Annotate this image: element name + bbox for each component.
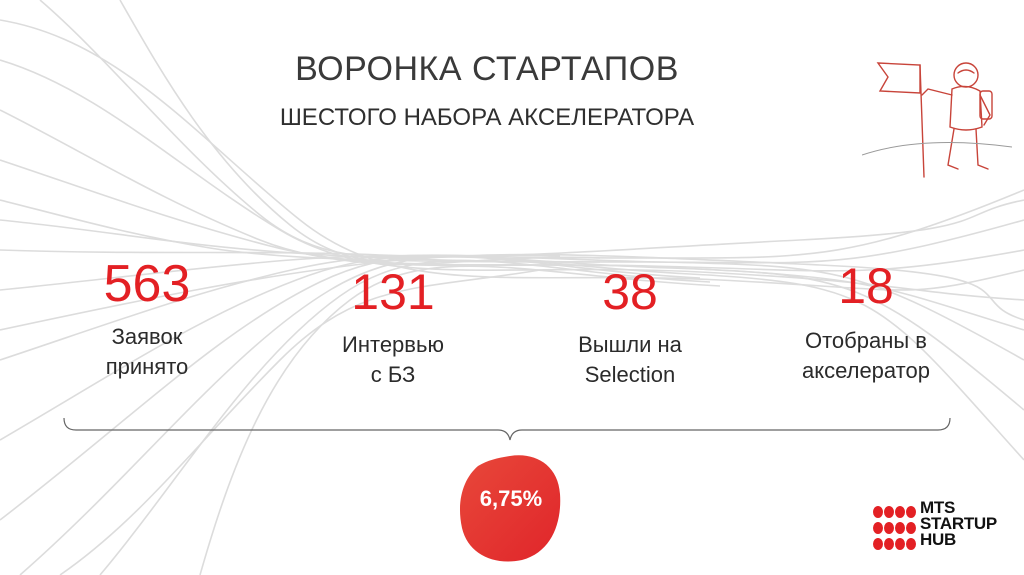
metric-label: Отобраны в акселератор — [786, 326, 946, 386]
logo-line1: MTS — [920, 498, 955, 517]
metric-label-line2: принято — [105, 354, 189, 379]
metric-label-line2: Selection — [584, 362, 676, 387]
page-title: ВОРОНКА СТАРТАПОВ — [295, 50, 679, 88]
metric-label-line2: акселератор — [802, 358, 930, 383]
metric-label: Вышли на Selection — [550, 330, 710, 390]
metric-value: 38 — [602, 264, 658, 320]
logo-text: MTS STARTUP HUB — [920, 498, 997, 549]
metric-value: 131 — [351, 264, 435, 320]
metric-label: Интервью с БЗ — [318, 330, 468, 390]
logo-line2: STARTUP — [920, 514, 997, 533]
metric-label-line1: Отобраны в — [804, 328, 927, 353]
mts-startup-hub-logo: MTS STARTUP HUB — [872, 498, 1012, 560]
logo-line3: HUB — [920, 530, 956, 549]
conversion-rate: 6,75% — [479, 486, 543, 511]
metric-value: 563 — [103, 255, 191, 313]
metric-selection: 38 Вышли на Selection — [550, 264, 710, 390]
metric-label: Заявок принято — [72, 322, 222, 382]
funnel-bracket — [63, 417, 951, 441]
metric-selected: 18 Отобраны в акселератор — [786, 258, 946, 386]
metric-value: 18 — [838, 258, 894, 314]
metric-applications: 563 Заявок принято — [72, 256, 222, 382]
mts-dots-icon — [873, 506, 916, 550]
metric-interviews: 131 Интервью с БЗ — [318, 264, 468, 390]
metric-label-line2: с БЗ — [370, 362, 416, 387]
metric-label-line1: Интервью — [342, 332, 444, 357]
metric-label-line1: Заявок — [111, 324, 183, 349]
metric-label-line1: Вышли на — [578, 332, 682, 357]
astronaut-with-flag-icon — [862, 62, 1012, 178]
conversion-blob — [459, 455, 561, 562]
page-subtitle: ШЕСТОГО НАБОРА АКСЕЛЕРАТОРА — [279, 104, 695, 131]
